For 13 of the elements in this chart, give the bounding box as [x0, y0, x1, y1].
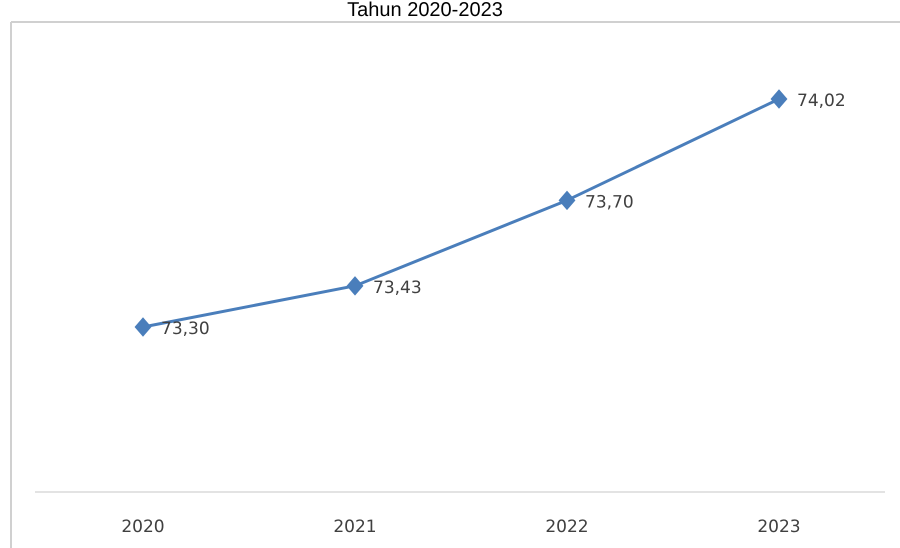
- data-label: 74,02: [797, 91, 846, 111]
- data-label: 73,30: [161, 319, 210, 339]
- x-tick-label: 2021: [333, 517, 377, 537]
- point: [770, 89, 788, 109]
- data-label: 73,43: [373, 278, 422, 298]
- x-tick-label: 2022: [545, 517, 589, 537]
- point: [134, 317, 152, 337]
- x-tick-label: 2023: [757, 517, 801, 537]
- x-tick-label: 2020: [121, 517, 165, 537]
- data-label: 73,70: [585, 192, 634, 212]
- chart-title: Tahun 2020-2023: [347, 0, 503, 21]
- point: [346, 276, 364, 296]
- point: [558, 190, 576, 210]
